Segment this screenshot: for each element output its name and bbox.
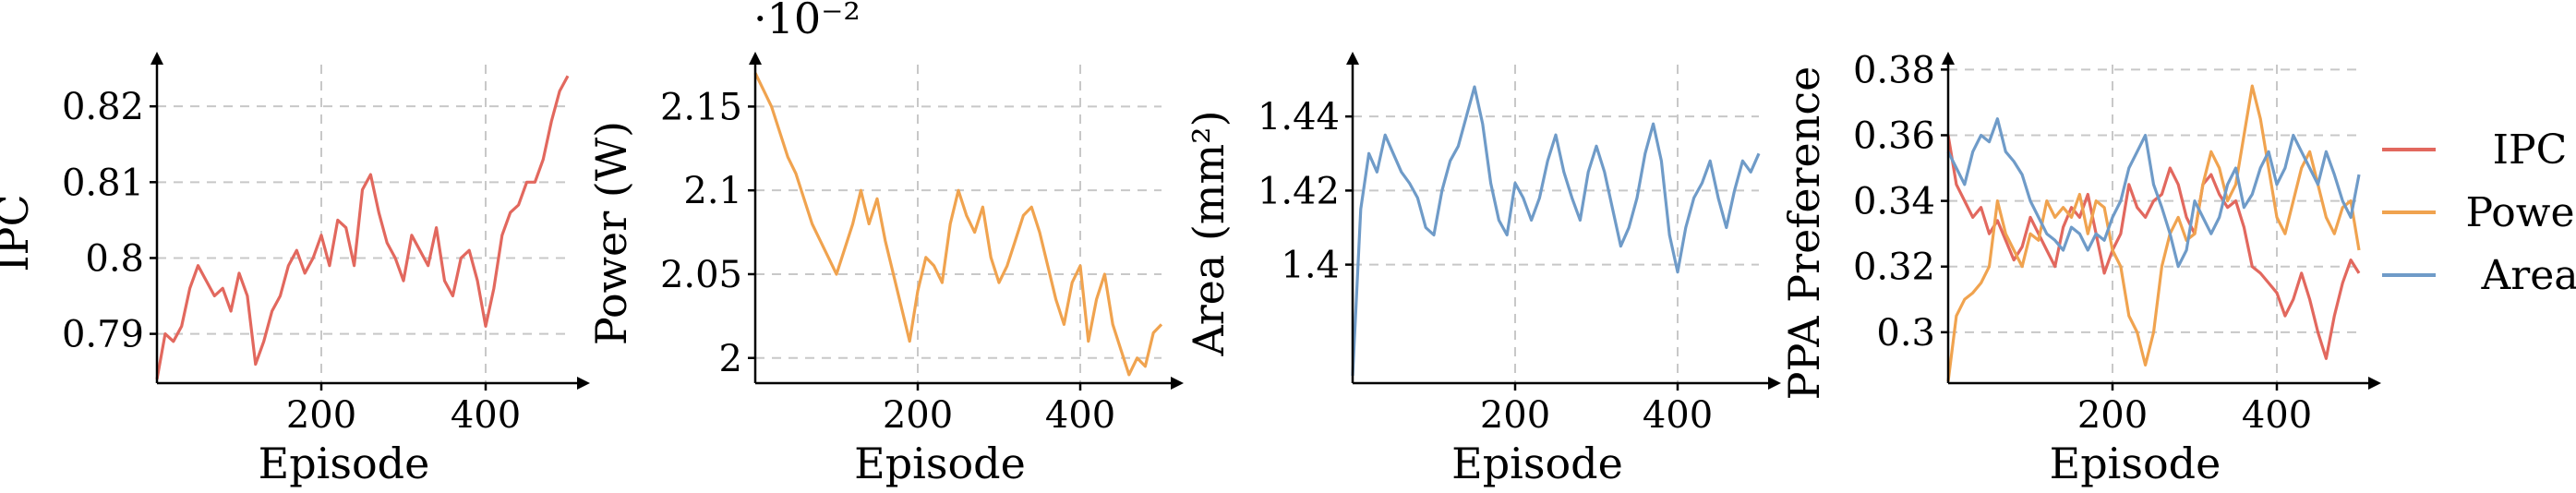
- series-line-power: [753, 72, 1163, 377]
- y-axis-label: Area (mm²): [1184, 110, 1234, 356]
- y-tick-label: 0.8: [85, 237, 144, 280]
- series-line-area: [1946, 117, 2361, 269]
- y-tick-label: 0.79: [62, 314, 144, 356]
- y-tick-label: 0.82: [62, 86, 144, 128]
- x-tick-label: 400: [1045, 394, 1115, 437]
- y-tick-label: 2.05: [660, 254, 742, 296]
- legend-label-ipc: IPC: [2493, 126, 2568, 174]
- y-tick-label: 2: [719, 338, 742, 380]
- chart-panel-4: 0.3 0.32 0.34 0.36 0.38 200 400 Episode PPA Pref…: [1779, 49, 2381, 488]
- chart-panel-3: 1.4 1.42 1.44 200 400 Episode Area (mm²): [1184, 52, 1781, 488]
- x-tick-label: 400: [2242, 394, 2312, 437]
- x-tick-label: 200: [1480, 394, 1550, 437]
- y-tick-label: 0.36: [1853, 114, 1935, 157]
- y-tick-label: 1.44: [1258, 96, 1340, 138]
- x-tick-label: 400: [1643, 394, 1713, 437]
- y-tick-label: 0.3: [1876, 312, 1935, 355]
- y-axis-arrow: [749, 52, 762, 65]
- y-tick-label: 2.1: [683, 170, 742, 212]
- legend-label-power: Power: [2465, 189, 2576, 236]
- y-tick-label: 1.4: [1281, 245, 1340, 287]
- x-axis-arrow: [2368, 377, 2381, 390]
- x-axis-label: Episode: [854, 439, 1026, 488]
- y-tick-label: 0.34: [1853, 181, 1935, 223]
- x-tick-label: 200: [2077, 394, 2148, 437]
- y-tick-label: 0.38: [1853, 49, 1935, 91]
- x-axis-label: Episode: [259, 439, 430, 488]
- series-line-power: [1946, 84, 2361, 382]
- legend: IPC Power Area: [2382, 126, 2576, 299]
- y-tick-label: 0.32: [1853, 246, 1935, 289]
- y-axis-arrow: [1346, 52, 1359, 65]
- y-axis-arrow: [1942, 52, 1955, 65]
- x-axis-arrow: [1768, 377, 1781, 390]
- x-tick-label: 400: [451, 394, 521, 437]
- series-line-ipc: [155, 75, 570, 380]
- x-axis-arrow: [577, 377, 590, 390]
- x-axis-label: Episode: [2050, 439, 2221, 488]
- x-tick-label: 200: [883, 394, 953, 437]
- y-tick-label: 1.42: [1258, 170, 1340, 212]
- x-axis-label: Episode: [1451, 439, 1623, 488]
- y-tick-label: 0.81: [62, 162, 144, 204]
- chart-panel-2: 2 2.05 2.1 2.15 200 400 Episode Power (W) ·10⁻²: [586, 0, 1184, 488]
- x-axis-arrow: [1171, 377, 1184, 390]
- y-axis-multiplier: ·10⁻²: [753, 0, 861, 43]
- y-axis-arrow: [150, 52, 163, 65]
- y-axis-label: Power (W): [586, 121, 636, 345]
- y-axis-label: PPA Preference: [1779, 66, 1829, 401]
- legend-label-area: Area: [2480, 252, 2576, 299]
- x-tick-label: 200: [286, 394, 356, 437]
- chart-panel-1: 0.79 0.8 0.81 0.82 200 400 Episode IPC: [0, 52, 590, 488]
- y-tick-label: 2.15: [660, 86, 742, 128]
- y-axis-label: IPC: [0, 194, 38, 271]
- series-line-area: [1351, 85, 1761, 377]
